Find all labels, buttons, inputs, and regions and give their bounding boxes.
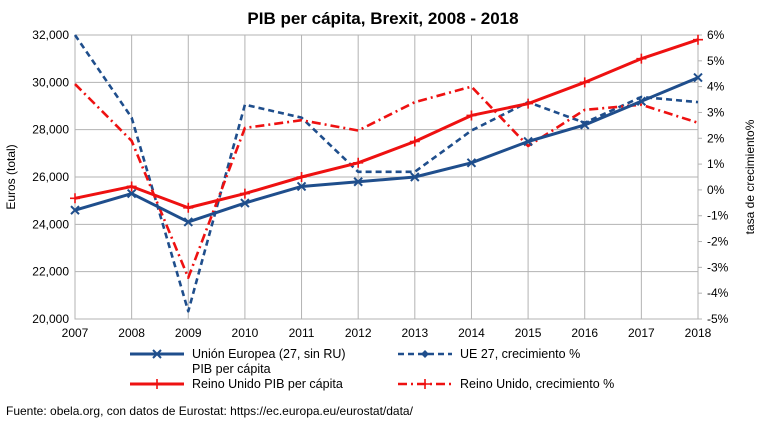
legend-series-2-label: Reino Unido PIB per cápita [192, 377, 343, 391]
x-tick-label: 2011 [289, 326, 315, 340]
legend-series-0-label: PIB per cápita [192, 362, 271, 376]
chart-title: PIB per cápita, Brexit, 2008 - 2018 [247, 9, 518, 28]
series-2-point [239, 188, 250, 199]
axes: 20,000 22,000 24,000 26,000 28,000 30,000 32,0… [32, 28, 728, 340]
y-tick-label: 30,000 [32, 75, 69, 89]
grid [74, 34, 699, 320]
y2-tick-label: 6% [707, 28, 725, 42]
x-tick-label: 2018 [685, 326, 712, 340]
y-tick-label: 20,000 [32, 312, 69, 326]
x-tick-label: 2009 [175, 326, 202, 340]
y2-tick-label: -5% [707, 312, 729, 326]
x-tick-label: 2007 [62, 326, 89, 340]
y-tick-label: 32,000 [32, 28, 69, 42]
legend-series-0-marker [152, 349, 162, 359]
y2-tick-label: 0% [707, 183, 725, 197]
series-2-point [70, 193, 80, 204]
series-2-point [466, 110, 477, 121]
series-0-point [523, 136, 533, 147]
y2-tick-label: -3% [707, 260, 729, 274]
series-2-point [353, 157, 364, 168]
series-0-point [70, 205, 80, 215]
y2-tick-label: 5% [707, 54, 725, 68]
y2-tick-label: 2% [707, 131, 725, 145]
series-0-point [240, 198, 250, 208]
series-2-point [523, 98, 534, 109]
legend: Unión Europea (27, sin RU)PIB per cápita… [130, 347, 614, 391]
series-0-point [126, 188, 137, 199]
series-0-point [183, 217, 193, 227]
y2-tick-label: -2% [707, 235, 729, 249]
series-1 [73, 34, 699, 313]
series-2-line [74, 38, 699, 210]
series-0 [70, 72, 703, 227]
legend-series-3: Reino Unido, crecimiento % [398, 377, 614, 391]
series-0-point [466, 158, 477, 168]
x-tick-label: 2015 [515, 326, 542, 340]
legend-series-3-label: Reino Unido, crecimiento % [460, 377, 614, 391]
series-2 [70, 34, 703, 213]
series-0-point [353, 177, 363, 187]
y-tick-label: 22,000 [32, 265, 69, 279]
x-tick-label: 2010 [232, 326, 259, 340]
x-tick-label: 2014 [458, 326, 485, 340]
plot-frame [74, 34, 699, 320]
y-tick-label: 24,000 [32, 217, 69, 231]
y2-tick-label: -1% [707, 209, 729, 223]
y-axis-label: Euros (total) [4, 144, 18, 209]
y2-tick-label: 3% [707, 105, 725, 119]
series-0-point [693, 72, 703, 83]
x-tick-label: 2012 [345, 326, 372, 340]
series-0-line [74, 76, 699, 224]
series-0-point [580, 120, 590, 130]
y-tick-label: 28,000 [32, 123, 69, 137]
series-0-point [296, 181, 307, 192]
y2-axis-label: tasa de crecimiento% [743, 119, 757, 234]
plot-area [70, 34, 703, 313]
x-tick-label: 2016 [571, 326, 598, 340]
series-0-point [636, 96, 647, 106]
legend-series-1-marker [421, 350, 429, 358]
series-3 [74, 83, 699, 279]
legend-series-0-label: Unión Europea (27, sin RU) [192, 347, 346, 361]
y-tick-label: 26,000 [32, 170, 69, 184]
y2-tick-label: 4% [707, 80, 725, 94]
x-tick-label: 2008 [118, 326, 145, 340]
y2-tick-label: -4% [707, 286, 729, 300]
legend-series-2-marker [152, 379, 162, 389]
x-tick-label: 2013 [401, 326, 428, 340]
series-1-line [73, 34, 699, 313]
legend-series-3-marker [420, 379, 430, 389]
legend-series-2: Reino Unido PIB per cápita [130, 377, 343, 391]
y2-tick-label: 1% [707, 157, 725, 171]
legend-series-1-label: UE 27, crecimiento % [460, 347, 580, 361]
series-2-point [579, 77, 590, 88]
series-0-point [410, 172, 420, 182]
source-note: Fuente: obela.org, con datos de Eurostat… [6, 404, 413, 418]
series-3-line [74, 83, 699, 279]
series-2-point [296, 172, 307, 182]
series-2-point [636, 53, 647, 64]
series-2-point [409, 136, 420, 147]
x-tick-label: 2017 [628, 326, 655, 340]
legend-series-1: UE 27, crecimiento % [398, 347, 580, 361]
legend-series-0: Unión Europea (27, sin RU)PIB per cápita [130, 347, 346, 376]
series-2-point [126, 181, 137, 192]
series-2-point [183, 202, 194, 213]
series-2-point [693, 34, 703, 45]
